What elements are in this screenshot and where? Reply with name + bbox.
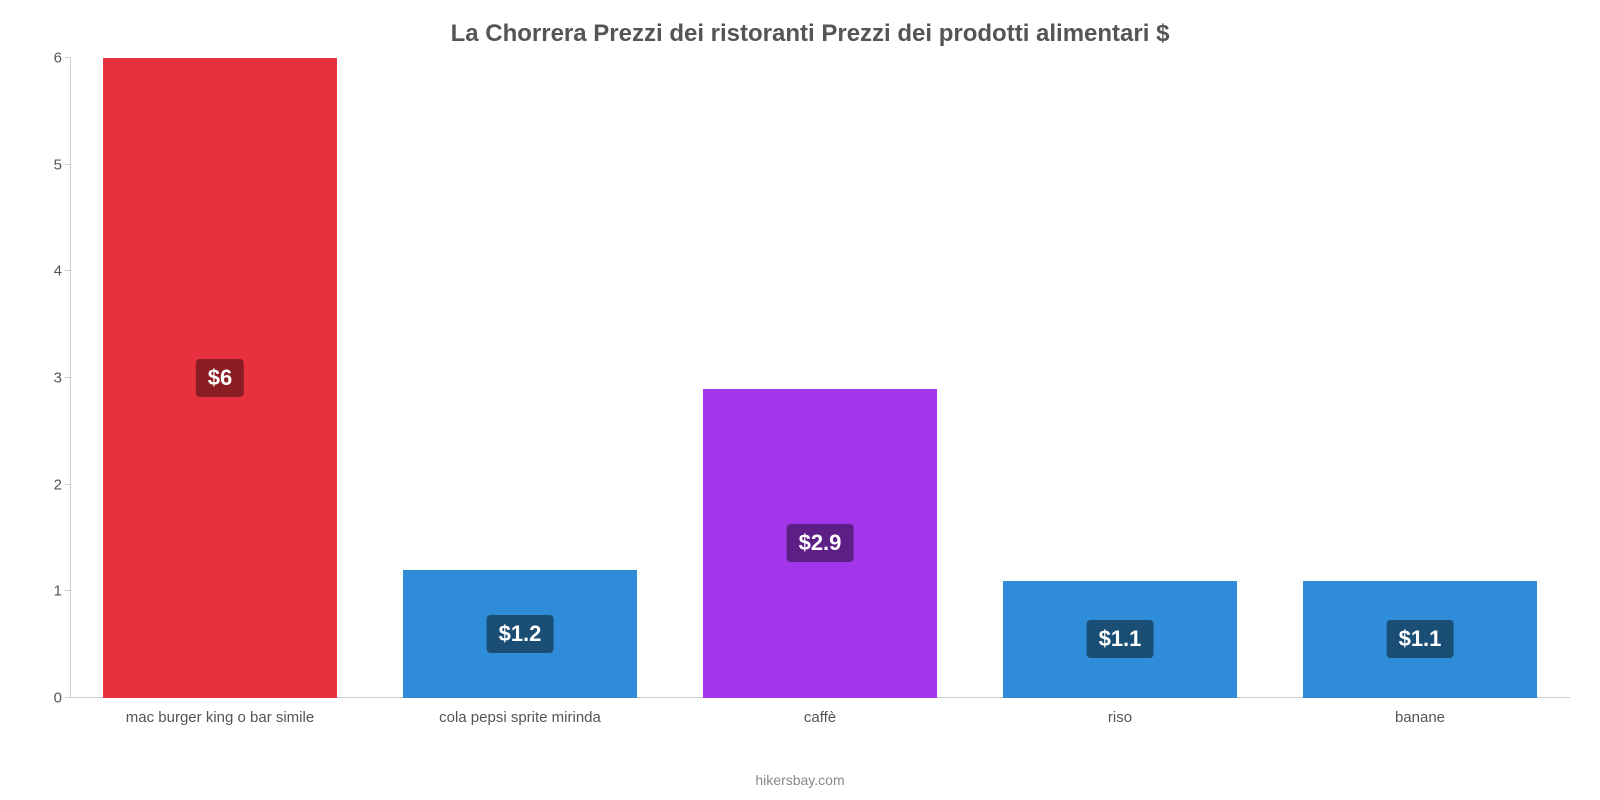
- bar-slot: $1.1: [1270, 58, 1570, 698]
- bar-banane: $1.1: [1303, 581, 1537, 698]
- bar-value-label: $6: [196, 359, 244, 397]
- x-label: caffè: [670, 709, 970, 726]
- y-tick-0: 0: [54, 690, 62, 707]
- bar-riso: $1.1: [1003, 581, 1237, 698]
- bar-value-label: $1.2: [487, 615, 554, 653]
- x-axis-labels: mac burger king o bar simile cola pepsi …: [70, 709, 1570, 726]
- bar-mac-burger: $6: [103, 58, 337, 698]
- y-tick-2: 2: [54, 476, 62, 493]
- y-tick-3: 3: [54, 370, 62, 387]
- bar-value-label: $1.1: [1087, 620, 1154, 658]
- y-tick-4: 4: [54, 263, 62, 280]
- bar-value-label: $1.1: [1387, 620, 1454, 658]
- y-axis: 0 1 2 3 4 5 6: [40, 58, 70, 698]
- y-tick-1: 1: [54, 583, 62, 600]
- chart-container: La Chorrera Prezzi dei ristoranti Prezzi…: [0, 0, 1600, 800]
- bar-slot: $2.9: [670, 58, 970, 698]
- y-tick-5: 5: [54, 156, 62, 173]
- bar-slot: $6: [70, 58, 370, 698]
- bar-caffe: $2.9: [703, 389, 937, 698]
- x-label: mac burger king o bar simile: [70, 709, 370, 726]
- x-label: cola pepsi sprite mirinda: [370, 709, 670, 726]
- bar-slot: $1.1: [970, 58, 1270, 698]
- bar-value-label: $2.9: [787, 524, 854, 562]
- x-label: banane: [1270, 709, 1570, 726]
- bars-area: $6 $1.2 $2.9 $1.1 $1.1: [70, 58, 1570, 698]
- y-tick-6: 6: [54, 50, 62, 67]
- chart-title: La Chorrera Prezzi dei ristoranti Prezzi…: [60, 20, 1560, 48]
- attribution-text: hikersbay.com: [755, 772, 844, 788]
- plot-area: 0 1 2 3 4 5 6 $6 $1.2: [70, 58, 1570, 698]
- bar-cola: $1.2: [403, 570, 637, 698]
- x-label: riso: [970, 709, 1270, 726]
- bar-slot: $1.2: [370, 58, 670, 698]
